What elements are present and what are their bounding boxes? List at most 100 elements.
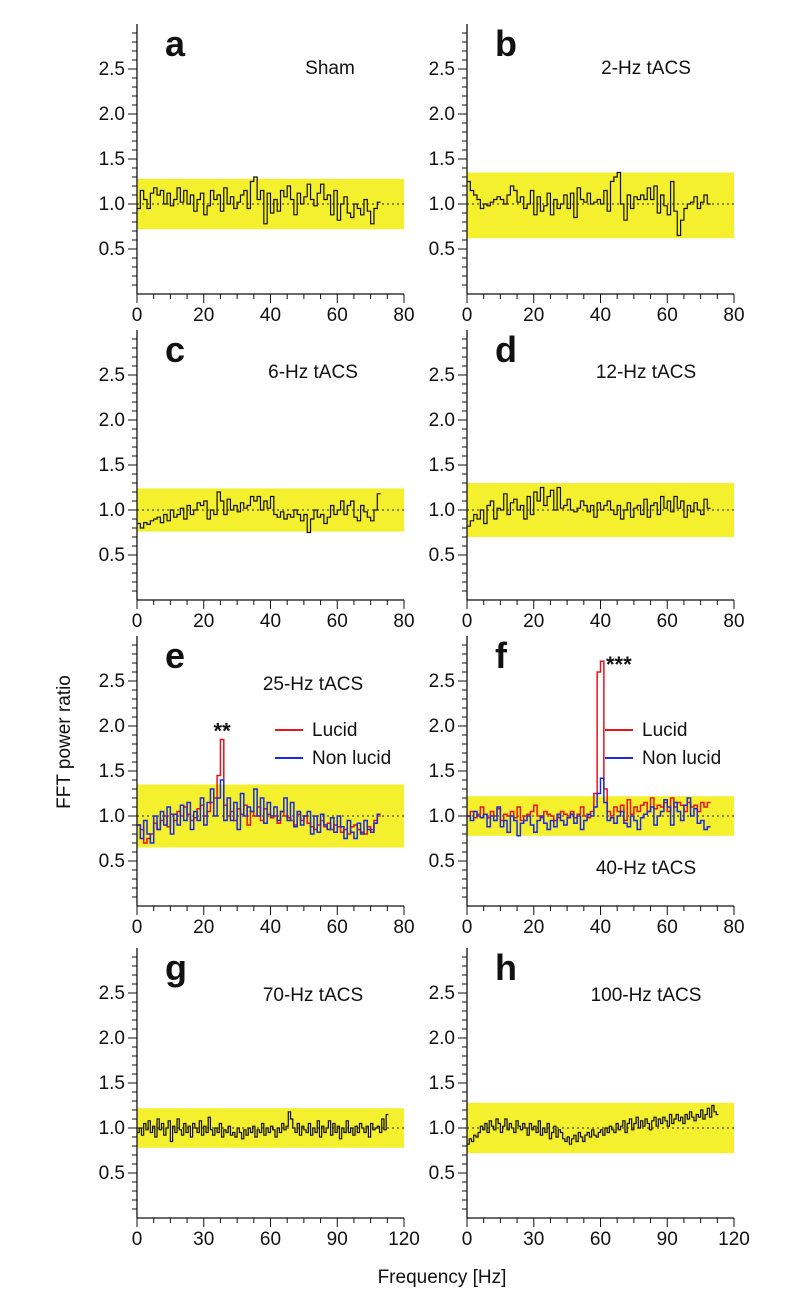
condition-label-b: 2-Hz tACS	[601, 58, 691, 79]
x-tick-label-e: 0	[132, 917, 143, 938]
panel-h: 0.5 1.0 1.5 2.0 2.5 0 30 60 90 120 h 100-Hz tACS	[429, 947, 750, 1250]
y-tick-label-b: 0.5	[429, 239, 455, 260]
y-tick-label-e: 2.0	[99, 716, 125, 737]
x-tick-label-a: 0	[132, 305, 143, 326]
legend-label-lucid-f: Lucid	[642, 720, 687, 741]
x-tick-label-c: 20	[193, 611, 214, 632]
condition-label-a: Sham	[305, 58, 355, 79]
x-tick-label-a: 60	[327, 305, 348, 326]
panels-container: 0.5 1.0 1.5 2.0 2.5 0 20 40 60 80 a Sham 0.5 1.0 1.5 2.…	[99, 23, 750, 1250]
x-tick-label-f: 80	[723, 917, 744, 938]
x-tick-label-b: 0	[462, 305, 473, 326]
x-tick-label-g: 30	[193, 1229, 214, 1250]
y-tick-label-f: 1.0	[429, 806, 455, 827]
x-tick-label-a: 80	[393, 305, 414, 326]
x-tick-label-g: 120	[388, 1229, 420, 1250]
x-tick-label-b: 40	[590, 305, 611, 326]
legend-label-non-lucid-f: Non lucid	[642, 748, 721, 769]
y-tick-label-b: 2.0	[429, 104, 455, 125]
significance-label-f: ***	[606, 652, 632, 677]
y-tick-label-h: 2.5	[429, 983, 455, 1004]
condition-label-e: 25-Hz tACS	[263, 674, 363, 695]
x-tick-label-g: 90	[327, 1229, 348, 1250]
condition-label-f: 40-Hz tACS	[596, 858, 696, 879]
panel-letter-g: g	[165, 947, 187, 988]
panel-d: 0.5 1.0 1.5 2.0 2.5 0 20 40 60 80 d 12-Hz tACS	[429, 329, 745, 632]
y-tick-label-d: 0.5	[429, 545, 455, 566]
x-tick-label-h: 0	[462, 1229, 473, 1250]
x-tick-label-a: 40	[260, 305, 281, 326]
y-tick-label-b: 1.5	[429, 149, 455, 170]
y-tick-label-f: 0.5	[429, 851, 455, 872]
x-tick-label-b: 20	[523, 305, 544, 326]
series-data-a	[137, 176, 381, 225]
x-tick-label-c: 40	[260, 611, 281, 632]
y-tick-label-c: 1.0	[99, 500, 125, 521]
y-tick-label-f: 2.5	[429, 671, 455, 692]
x-tick-label-d: 20	[523, 611, 544, 632]
y-tick-label-b: 1.0	[429, 194, 455, 215]
y-tick-label-c: 1.5	[99, 455, 125, 476]
x-tick-label-e: 80	[393, 917, 414, 938]
band-b	[467, 172, 734, 239]
x-tick-label-c: 0	[132, 611, 143, 632]
y-tick-label-d: 2.0	[429, 410, 455, 431]
x-tick-label-f: 60	[657, 917, 678, 938]
series-non-lucid-f	[467, 777, 711, 837]
x-tick-label-e: 20	[193, 917, 214, 938]
y-tick-label-a: 1.5	[99, 149, 125, 170]
x-tick-label-a: 20	[193, 305, 214, 326]
y-tick-label-c: 0.5	[99, 545, 125, 566]
panel-a: 0.5 1.0 1.5 2.0 2.5 0 20 40 60 80 a Sham	[99, 23, 415, 326]
panel-f: 0.5 1.0 1.5 2.0 2.5 0 20 40 60 80 f 40-Hz tACS *** Lu…	[429, 635, 745, 938]
panel-c: 0.5 1.0 1.5 2.0 2.5 0 20 40 60 80 c 6-Hz tACS	[99, 329, 415, 632]
y-tick-label-f: 1.5	[429, 761, 455, 782]
series-data-h	[467, 1104, 719, 1145]
legend-label-non-lucid-e: Non lucid	[312, 748, 391, 769]
y-tick-label-g: 0.5	[99, 1163, 125, 1184]
panel-letter-h: h	[495, 947, 517, 988]
x-tick-label-b: 80	[723, 305, 744, 326]
y-tick-label-g: 1.0	[99, 1118, 125, 1139]
x-tick-label-g: 0	[132, 1229, 143, 1250]
x-tick-label-h: 90	[657, 1229, 678, 1250]
series-non-lucid-e	[137, 779, 381, 844]
y-tick-label-h: 1.5	[429, 1073, 455, 1094]
panel-letter-e: e	[165, 635, 185, 676]
x-tick-label-c: 80	[393, 611, 414, 632]
y-tick-label-a: 2.5	[99, 59, 125, 80]
y-tick-label-e: 0.5	[99, 851, 125, 872]
y-tick-label-d: 2.5	[429, 365, 455, 386]
y-tick-label-a: 0.5	[99, 239, 125, 260]
x-tick-label-d: 40	[590, 611, 611, 632]
condition-label-h: 100-Hz tACS	[591, 985, 702, 1006]
series-data-c	[137, 491, 381, 534]
condition-label-g: 70-Hz tACS	[263, 985, 363, 1006]
x-axis-label: Frequency [Hz]	[378, 1267, 507, 1288]
y-tick-label-h: 2.0	[429, 1028, 455, 1049]
condition-label-c: 6-Hz tACS	[268, 362, 358, 383]
panel-b: 0.5 1.0 1.5 2.0 2.5 0 20 40 60 80 b 2-Hz tACS	[429, 23, 745, 326]
x-tick-label-d: 0	[462, 611, 473, 632]
x-tick-label-g: 60	[260, 1229, 281, 1250]
x-tick-label-d: 60	[657, 611, 678, 632]
x-tick-label-h: 30	[523, 1229, 544, 1250]
y-tick-label-c: 2.5	[99, 365, 125, 386]
y-tick-label-d: 1.0	[429, 500, 455, 521]
condition-label-d: 12-Hz tACS	[596, 362, 696, 383]
x-tick-label-h: 60	[590, 1229, 611, 1250]
x-tick-label-e: 60	[327, 917, 348, 938]
y-tick-label-g: 2.0	[99, 1028, 125, 1049]
legend-label-lucid-e: Lucid	[312, 720, 357, 741]
y-axis-label: FFT power ratio	[54, 675, 75, 809]
y-tick-label-f: 2.0	[429, 716, 455, 737]
y-tick-label-d: 1.5	[429, 455, 455, 476]
y-tick-label-a: 2.0	[99, 104, 125, 125]
y-tick-label-a: 1.0	[99, 194, 125, 215]
y-tick-label-e: 1.0	[99, 806, 125, 827]
panel-e: 0.5 1.0 1.5 2.0 2.5 0 20 40 60 80 e 25-Hz tACS ** Luc…	[99, 635, 415, 938]
panel-letter-c: c	[165, 329, 185, 370]
y-tick-label-b: 2.5	[429, 59, 455, 80]
panel-letter-d: d	[495, 329, 517, 370]
band-c	[137, 488, 404, 532]
